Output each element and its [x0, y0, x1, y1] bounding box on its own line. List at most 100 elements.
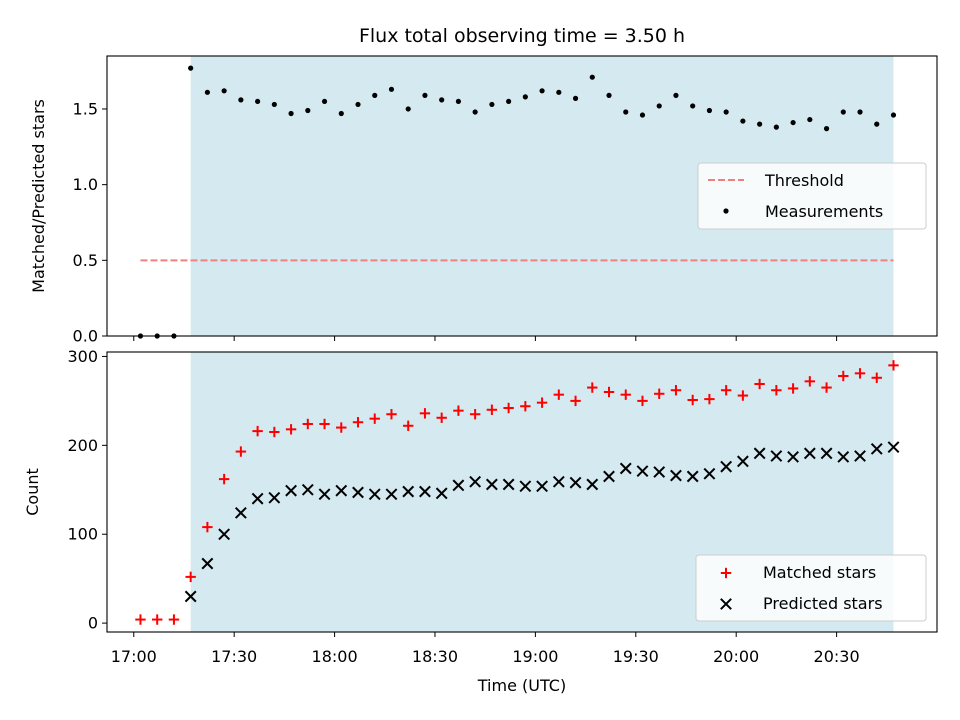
matched-point — [319, 418, 330, 430]
predicted-point-b — [586, 478, 599, 491]
ratio-legend: Threshold Measurements — [697, 162, 927, 230]
predicted-point-b — [318, 488, 331, 501]
matched-point — [235, 446, 247, 457]
measurement-point — [623, 109, 629, 115]
predicted-point-b — [419, 485, 431, 498]
measurement-point — [439, 97, 445, 103]
matched-point — [687, 394, 698, 406]
matched-point — [536, 397, 548, 408]
matched-point — [269, 426, 280, 438]
matched-point — [168, 614, 180, 625]
matched-point — [152, 614, 163, 625]
predicted-point — [536, 480, 548, 493]
predicted-point — [787, 450, 799, 463]
predicted-point — [318, 488, 331, 501]
predicted-point — [352, 486, 364, 499]
measurement-point — [221, 88, 227, 94]
legend-matched-mark — [720, 567, 732, 579]
matched-point — [587, 382, 598, 393]
predicted-point-b — [837, 450, 850, 463]
count-panel: 0 100 200 300 17:00 17:30 18:00 18:30 19:00 19:3… — [23, 347, 938, 695]
matched-point — [553, 389, 565, 400]
predicted-point — [402, 485, 415, 498]
predicted-point-b — [268, 491, 281, 504]
predicted-point-b — [301, 483, 314, 496]
matched-point — [520, 401, 531, 412]
predicted-point-b — [820, 447, 833, 460]
predicted-point — [569, 476, 582, 489]
predicted-point-b — [469, 475, 482, 488]
matched-point — [771, 385, 782, 396]
predicted-point — [619, 462, 632, 475]
ratio-marks — [137, 65, 897, 339]
legend-matched-swatch — [720, 567, 732, 579]
predicted-point-b — [285, 484, 297, 497]
measurement-point — [706, 107, 713, 114]
matched-point — [469, 409, 481, 420]
ratio-y-axis-label: Matched/Predicted stars — [29, 99, 48, 293]
measurement-point — [656, 103, 662, 109]
measurement-point — [874, 121, 880, 127]
matched-point — [453, 405, 464, 416]
count-legend: Matched stars Predicted stars — [695, 554, 927, 622]
predicted-point — [502, 478, 515, 491]
matched-point — [888, 360, 899, 371]
predicted-point-b — [352, 486, 364, 499]
matched-point — [854, 368, 866, 379]
measurement-point — [857, 109, 863, 115]
predicted-point — [285, 484, 297, 497]
predicted-point — [385, 488, 398, 501]
predicted-point — [519, 480, 532, 493]
matched-point — [403, 420, 414, 431]
predicted-point — [234, 506, 247, 519]
measurement-point — [188, 65, 194, 71]
measurement-point — [673, 92, 679, 98]
predicted-point-b — [787, 450, 799, 463]
measurement-point — [455, 98, 462, 105]
x-tick-label: 19:30 — [613, 647, 659, 666]
matched-point — [252, 425, 263, 437]
y-tick-label: 0 — [88, 614, 98, 633]
predicted-point — [368, 488, 381, 501]
predicted-point — [201, 557, 214, 570]
measurement-point — [372, 92, 378, 98]
matched-point — [419, 408, 431, 419]
predicted-point-b — [603, 470, 615, 483]
matched-point — [369, 413, 380, 424]
predicted-point-b — [485, 478, 498, 491]
matched-point — [603, 386, 615, 398]
predicted-point — [703, 467, 716, 480]
measurement-point — [271, 101, 277, 108]
measurement-point — [823, 126, 830, 132]
predicted-point — [820, 447, 833, 460]
measurement-point — [572, 95, 579, 101]
x-tick-label: 18:30 — [412, 647, 458, 666]
matched-point — [787, 383, 799, 394]
measurement-point — [589, 74, 595, 80]
predicted-point-b — [536, 480, 548, 493]
predicted-point-b — [552, 475, 565, 488]
matched-point — [185, 571, 196, 583]
matched-point — [637, 395, 648, 407]
count-panel-frame — [106, 351, 938, 633]
matched-point — [436, 412, 447, 423]
predicted-point — [736, 455, 749, 468]
predicted-point-b — [519, 480, 532, 493]
measurement-point — [355, 101, 361, 108]
x-tick-label: 19:00 — [512, 647, 558, 666]
predicted-point-b — [686, 470, 699, 483]
measurement-point — [288, 110, 294, 117]
matched-point — [654, 388, 665, 399]
legend-predicted-mark-b — [720, 598, 732, 610]
predicted-point-b — [854, 450, 866, 462]
predicted-point-b — [234, 506, 247, 519]
predicted-point-b — [452, 479, 465, 492]
matched-point — [352, 417, 364, 428]
predicted-point-b — [887, 441, 900, 454]
predicted-point — [653, 466, 666, 478]
predicted-point — [586, 478, 599, 491]
measurement-point — [840, 109, 846, 115]
measurement-point — [890, 112, 897, 118]
x-tick-label: 20:00 — [713, 647, 759, 666]
